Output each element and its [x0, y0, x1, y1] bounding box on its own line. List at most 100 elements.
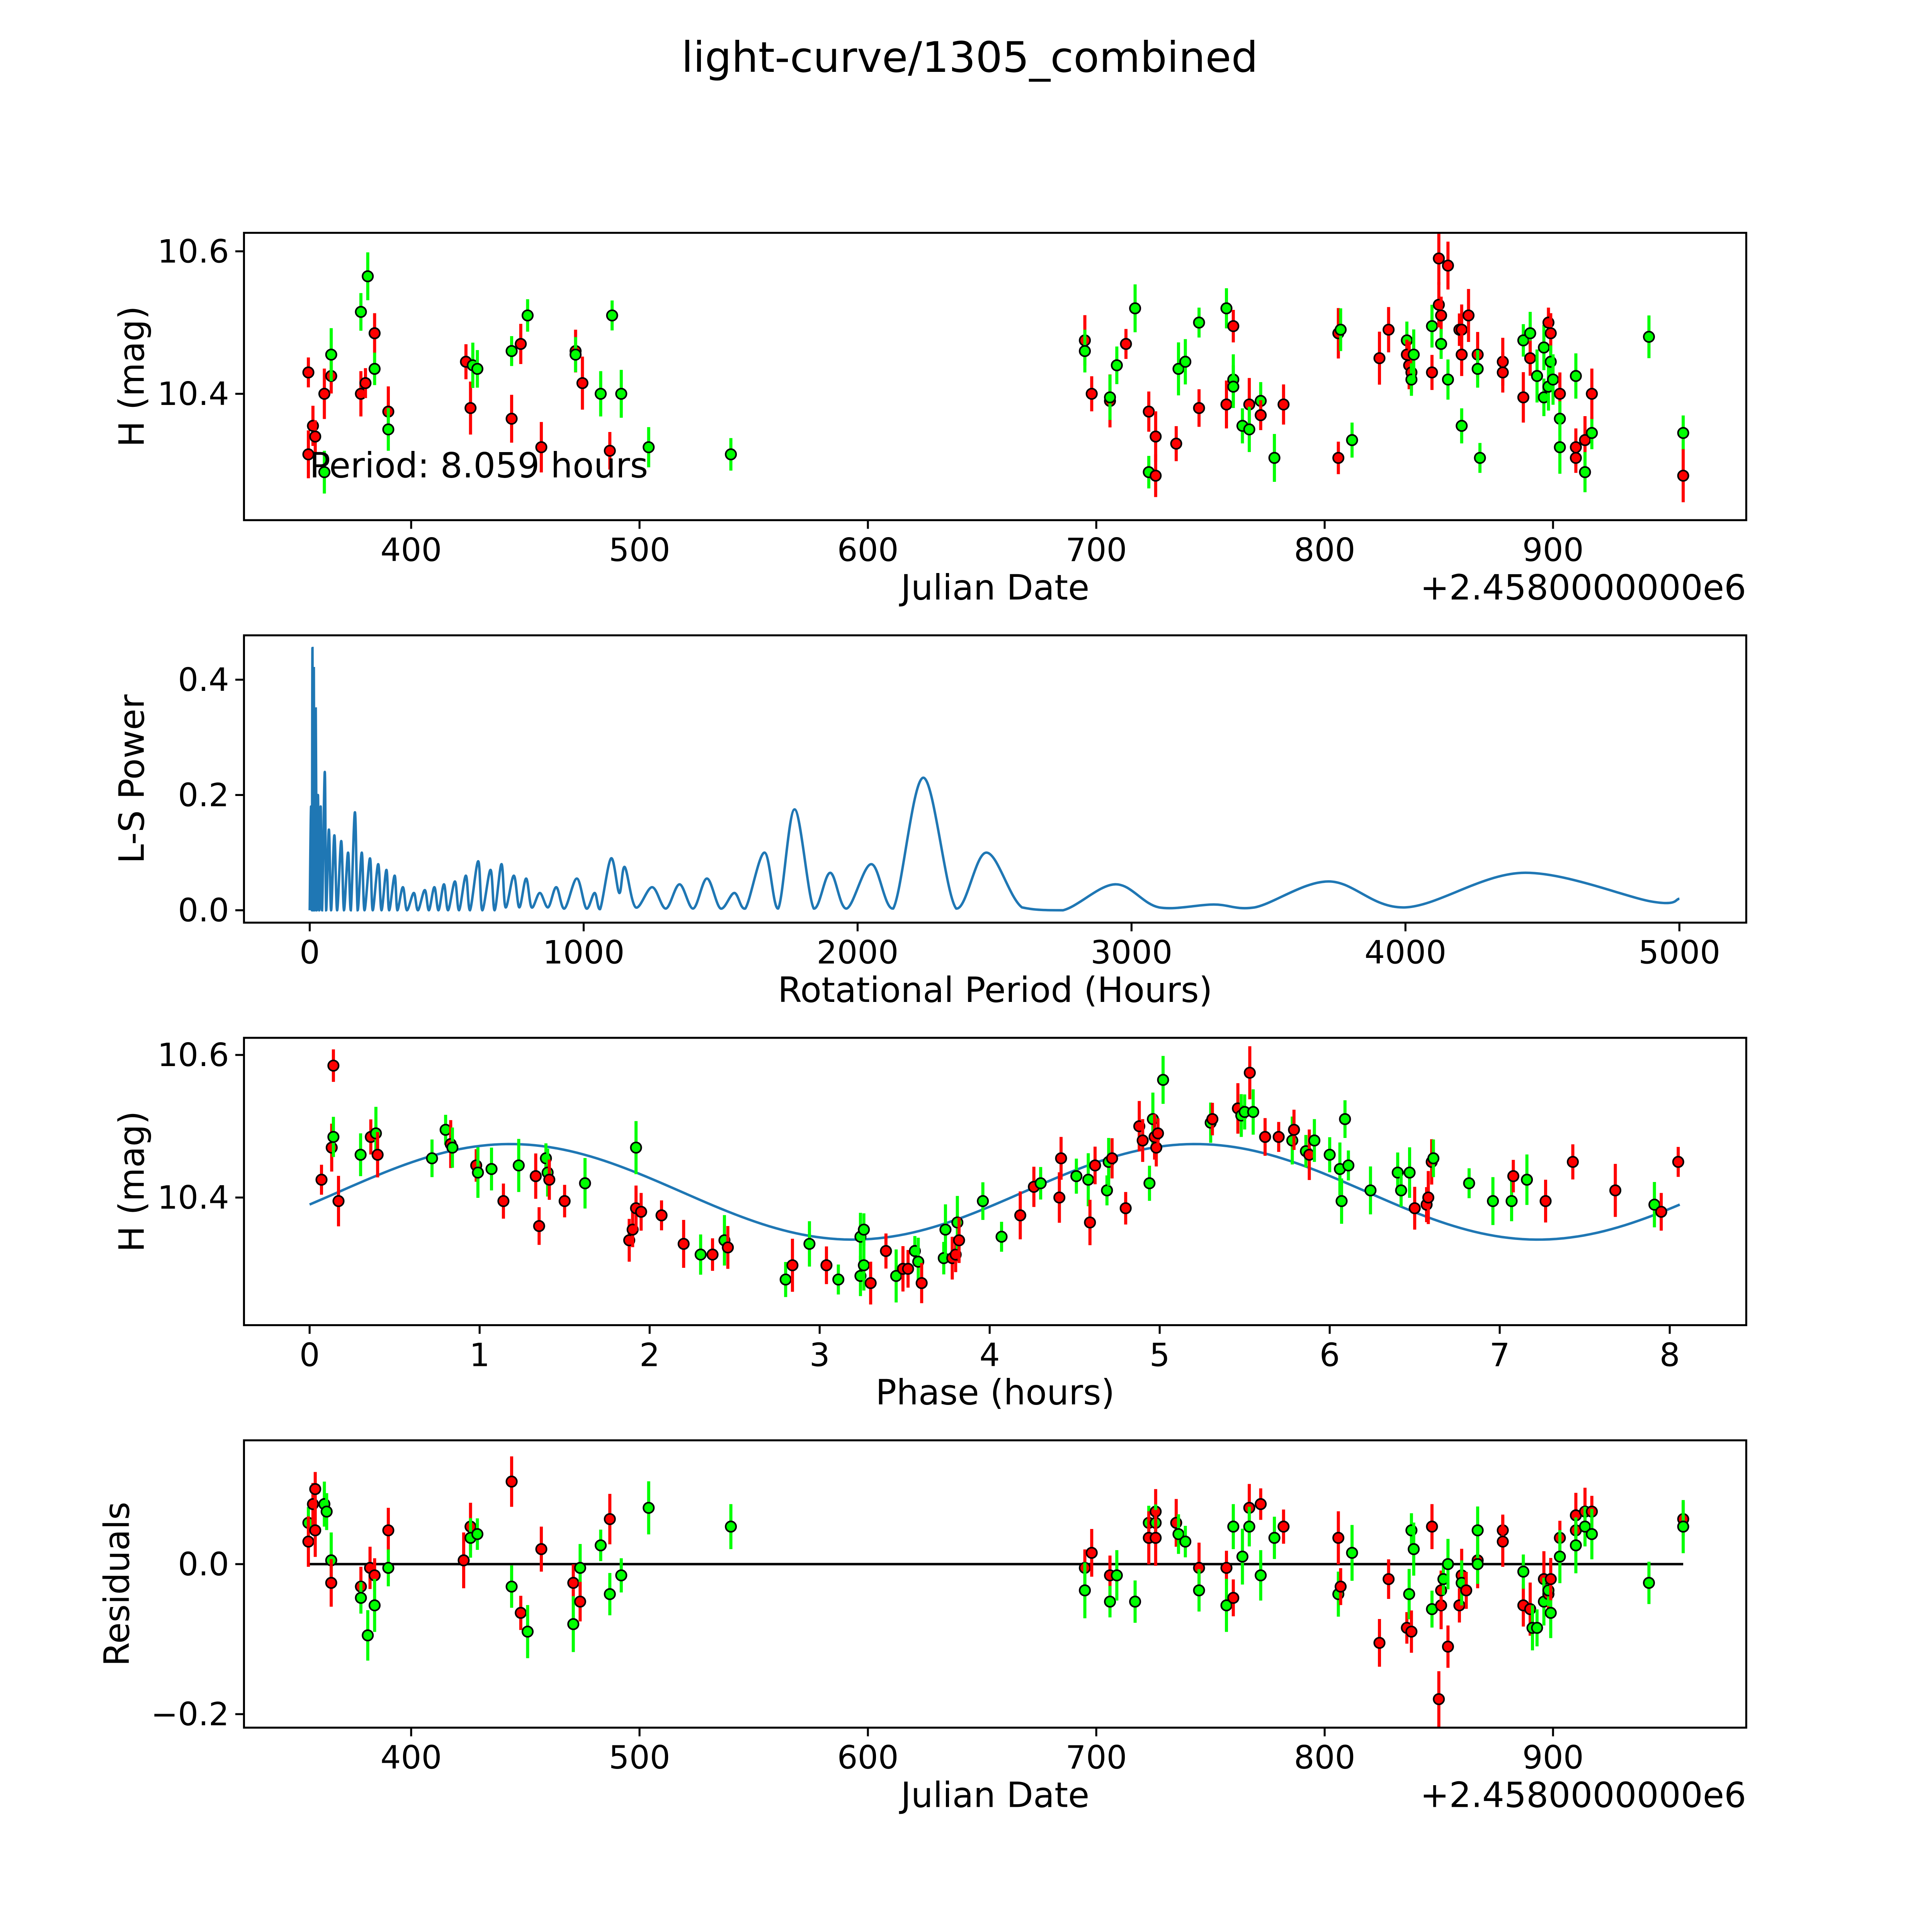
marker [1346, 1547, 1358, 1559]
data-point [1323, 1137, 1336, 1172]
marker [1539, 1195, 1552, 1207]
data-point [1507, 1160, 1519, 1192]
data-point [1346, 1525, 1358, 1581]
data-point [1085, 376, 1098, 412]
data-point [1277, 1509, 1290, 1544]
data-point [1487, 1177, 1499, 1225]
data-point [1346, 422, 1358, 458]
data-point [1460, 1572, 1473, 1609]
marker [1136, 1134, 1149, 1147]
data-point [604, 432, 616, 470]
marker [1101, 1184, 1113, 1197]
data-point [505, 1456, 518, 1507]
data-point [706, 1238, 719, 1271]
data-point [1089, 1146, 1101, 1184]
data-point [1332, 442, 1345, 474]
marker [1426, 320, 1438, 332]
data-point [325, 1559, 337, 1607]
marker [1517, 334, 1529, 347]
data-point [1517, 372, 1529, 423]
data-point [1408, 1522, 1420, 1576]
axes-frame [243, 1439, 1747, 1729]
data-point [521, 1605, 534, 1658]
data-point [595, 1529, 607, 1561]
model-curve [309, 1143, 1680, 1241]
data-point [1236, 1529, 1248, 1585]
data-point [1539, 1180, 1552, 1223]
data-point [1268, 1517, 1281, 1559]
marker [1566, 1156, 1579, 1168]
data-point [1426, 1504, 1438, 1549]
marker [579, 1177, 591, 1189]
marker [505, 345, 518, 357]
data-point [1643, 315, 1655, 358]
data-point [1373, 1619, 1386, 1667]
data-point [1129, 284, 1141, 332]
marker [1579, 466, 1591, 478]
marker [1150, 1532, 1162, 1544]
data-point [1570, 1517, 1582, 1573]
data-point [1227, 1504, 1240, 1549]
data-point [595, 371, 607, 417]
data-point [1104, 1586, 1116, 1617]
data-point [368, 352, 381, 385]
marker [1227, 381, 1240, 393]
marker [1521, 1173, 1533, 1186]
data-point [1422, 1171, 1434, 1224]
marker [1570, 370, 1582, 382]
data-point [604, 1494, 616, 1544]
data-point [1373, 332, 1386, 385]
marker [1586, 427, 1598, 439]
x-tick-label: 3000 [1090, 934, 1172, 971]
marker [1677, 469, 1689, 482]
data-point [535, 422, 548, 473]
marker [1471, 1558, 1484, 1570]
x-tick-label: 2 [639, 1336, 660, 1374]
x-tick-label: 500 [609, 531, 670, 569]
marker [370, 1127, 382, 1139]
data-point [1517, 1554, 1529, 1589]
data-point [362, 252, 374, 300]
marker [471, 1528, 483, 1540]
marker [497, 1195, 510, 1207]
marker [595, 388, 607, 400]
data-point [1570, 443, 1582, 473]
marker [567, 1577, 580, 1589]
marker [820, 1259, 833, 1272]
marker [355, 1592, 367, 1604]
marker [457, 1554, 470, 1566]
data-point [1055, 1137, 1067, 1180]
marker [471, 363, 483, 375]
y-axis-label: L-S Power [112, 694, 152, 864]
data-point [1104, 374, 1116, 420]
marker [1442, 1558, 1454, 1570]
marker [1193, 316, 1205, 329]
x-tick-label: 1000 [543, 934, 624, 971]
marker [382, 1562, 395, 1574]
data-point [615, 1558, 628, 1593]
data-point [953, 1218, 965, 1263]
data-point [1677, 449, 1689, 502]
marker [1460, 1584, 1473, 1597]
data-point [533, 1207, 545, 1245]
data-point [1014, 1191, 1026, 1240]
subplot-4: 400 500 600 700 800 900 −0.2 0.0 Julian Date Resi… [97, 1439, 1747, 1815]
data-point [362, 1610, 374, 1661]
data-point [302, 1516, 315, 1567]
marker [1172, 1528, 1185, 1540]
marker [786, 1259, 799, 1272]
ls-power-line [308, 646, 1680, 913]
data-point [1172, 342, 1185, 396]
marker [1462, 309, 1475, 321]
marker [1403, 1588, 1415, 1600]
marker [558, 1195, 571, 1207]
marker [1408, 1202, 1421, 1214]
marker [1227, 1520, 1240, 1533]
marker [382, 1524, 395, 1537]
data-point [332, 1176, 345, 1226]
data-point [382, 1508, 395, 1553]
marker [535, 441, 548, 453]
data-point [355, 1582, 367, 1614]
data-point [505, 336, 518, 366]
marker [858, 1223, 870, 1236]
